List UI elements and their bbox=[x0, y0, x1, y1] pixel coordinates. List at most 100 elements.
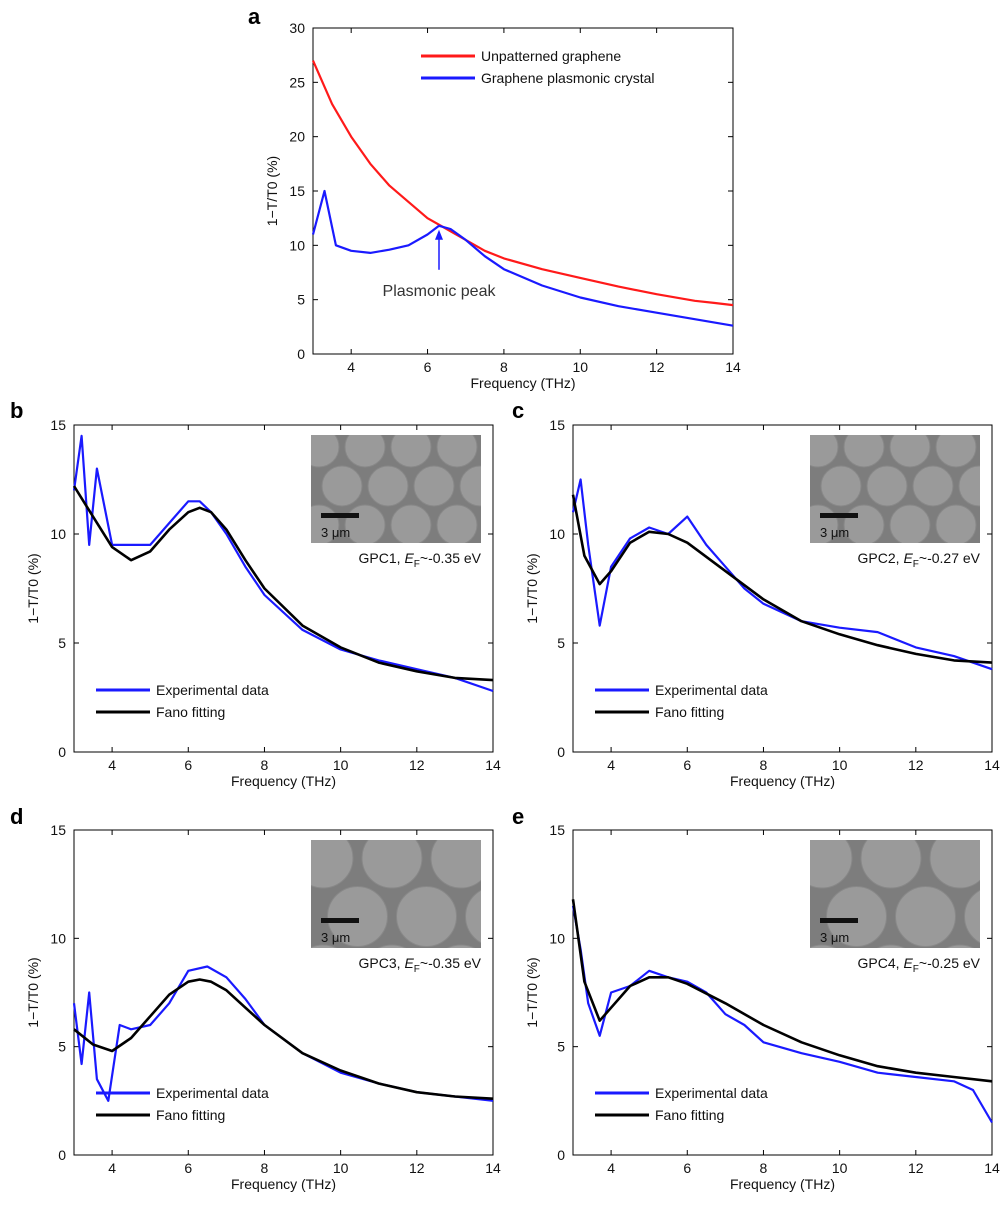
inset-disc bbox=[293, 828, 353, 888]
inset-disc bbox=[913, 466, 953, 506]
y-tick-label: 5 bbox=[297, 292, 305, 308]
scale-bar-label: 3 μm bbox=[820, 930, 849, 945]
y-tick-label: 0 bbox=[557, 1147, 565, 1163]
sem-inset-image bbox=[792, 828, 1005, 1005]
legend-label: Fano fitting bbox=[156, 1107, 225, 1123]
y-tick-label: 0 bbox=[557, 744, 565, 760]
x-tick-label: 6 bbox=[683, 757, 691, 773]
fermi-energy: ~-0.35 eV bbox=[420, 955, 482, 971]
y-tick-label: 0 bbox=[58, 744, 66, 760]
legend-label: Unpatterned graphene bbox=[481, 48, 621, 64]
inset-disc bbox=[293, 945, 353, 1005]
inset-disc bbox=[345, 427, 385, 467]
inset-disc bbox=[930, 945, 990, 1005]
x-tick-label: 4 bbox=[108, 757, 116, 773]
x-tick-label: 6 bbox=[184, 757, 192, 773]
inset-disc bbox=[936, 427, 976, 467]
panel-letter-e: e bbox=[512, 804, 524, 829]
inset-disc bbox=[431, 828, 491, 888]
x-tick-label: 14 bbox=[725, 359, 741, 375]
inset-disc bbox=[391, 505, 431, 545]
inset-disc bbox=[792, 828, 852, 888]
inset-disc bbox=[844, 505, 884, 545]
x-tick-label: 12 bbox=[649, 359, 665, 375]
y-tick-label: 15 bbox=[289, 183, 305, 199]
inset-caption: GPC4, EF~-0.25 eV bbox=[858, 955, 981, 975]
x-tick-label: 8 bbox=[261, 1160, 269, 1176]
sample-name: GPC2 bbox=[858, 550, 896, 566]
inset-disc bbox=[821, 466, 861, 506]
series-line-blue bbox=[313, 191, 733, 326]
inset-disc bbox=[345, 505, 385, 545]
series-line-red bbox=[313, 61, 733, 306]
legend-label: Experimental data bbox=[156, 682, 269, 698]
y-axis-label: 1−T/T0 (%) bbox=[25, 553, 41, 623]
y-tick-label: 10 bbox=[549, 526, 565, 542]
scale-bar bbox=[820, 918, 858, 923]
y-tick-label: 10 bbox=[50, 526, 66, 542]
series-line-blue bbox=[74, 967, 493, 1101]
inset-disc bbox=[431, 945, 491, 1005]
inset-disc bbox=[890, 427, 930, 467]
scale-bar bbox=[321, 513, 359, 518]
inset-disc bbox=[299, 427, 339, 467]
x-tick-label: 4 bbox=[607, 757, 615, 773]
inset-disc bbox=[362, 828, 422, 888]
x-tick-label: 6 bbox=[424, 359, 432, 375]
legend-label: Experimental data bbox=[655, 682, 768, 698]
inset-disc bbox=[890, 505, 930, 545]
x-tick-label: 4 bbox=[108, 1160, 116, 1176]
y-tick-label: 5 bbox=[557, 1039, 565, 1055]
x-tick-label: 10 bbox=[832, 757, 848, 773]
legend-label: Graphene plasmonic crystal bbox=[481, 70, 655, 86]
inset-caption: GPC3, EF~-0.35 eV bbox=[359, 955, 482, 975]
panel-letter-b: b bbox=[10, 398, 23, 423]
legend-label: Fano fitting bbox=[655, 1107, 724, 1123]
y-axis-label: 1−T/T0 (%) bbox=[524, 957, 540, 1027]
x-tick-label: 4 bbox=[347, 359, 355, 375]
y-tick-label: 0 bbox=[297, 346, 305, 362]
inset-disc bbox=[437, 505, 477, 545]
x-tick-label: 8 bbox=[760, 757, 768, 773]
x-tick-label: 12 bbox=[409, 1160, 425, 1176]
x-tick-label: 12 bbox=[908, 757, 924, 773]
x-tick-label: 8 bbox=[261, 757, 269, 773]
sem-inset-image bbox=[293, 828, 526, 1005]
x-tick-label: 12 bbox=[409, 757, 425, 773]
x-tick-label: 6 bbox=[184, 1160, 192, 1176]
x-axis-label: Frequency (THz) bbox=[470, 375, 575, 391]
x-tick-label: 6 bbox=[683, 1160, 691, 1176]
panel-letter-d: d bbox=[10, 804, 23, 829]
inset-disc bbox=[861, 945, 921, 1005]
x-tick-label: 10 bbox=[333, 1160, 349, 1176]
inset-disc bbox=[466, 887, 526, 947]
x-tick-label: 8 bbox=[500, 359, 508, 375]
scale-bar-label: 3 μm bbox=[820, 525, 849, 540]
x-tick-label: 10 bbox=[572, 359, 588, 375]
x-tick-label: 14 bbox=[485, 757, 501, 773]
scale-bar-label: 3 μm bbox=[321, 525, 350, 540]
x-tick-label: 10 bbox=[832, 1160, 848, 1176]
y-axis-label: 1−T/T0 (%) bbox=[524, 553, 540, 623]
inset-disc bbox=[391, 427, 431, 467]
inset-disc bbox=[844, 427, 884, 467]
y-tick-label: 15 bbox=[50, 417, 66, 433]
inset-disc bbox=[798, 427, 838, 467]
inset-disc bbox=[362, 945, 422, 1005]
arrow-head bbox=[435, 230, 443, 240]
inset-disc bbox=[936, 505, 976, 545]
y-tick-label: 15 bbox=[549, 822, 565, 838]
sample-name: GPC3 bbox=[359, 955, 397, 971]
inset-disc bbox=[861, 828, 921, 888]
scale-bar bbox=[321, 918, 359, 923]
x-tick-label: 10 bbox=[333, 757, 349, 773]
inset-disc bbox=[959, 466, 999, 506]
legend-label: Experimental data bbox=[156, 1085, 269, 1101]
x-axis-label: Frequency (THz) bbox=[231, 1176, 336, 1192]
